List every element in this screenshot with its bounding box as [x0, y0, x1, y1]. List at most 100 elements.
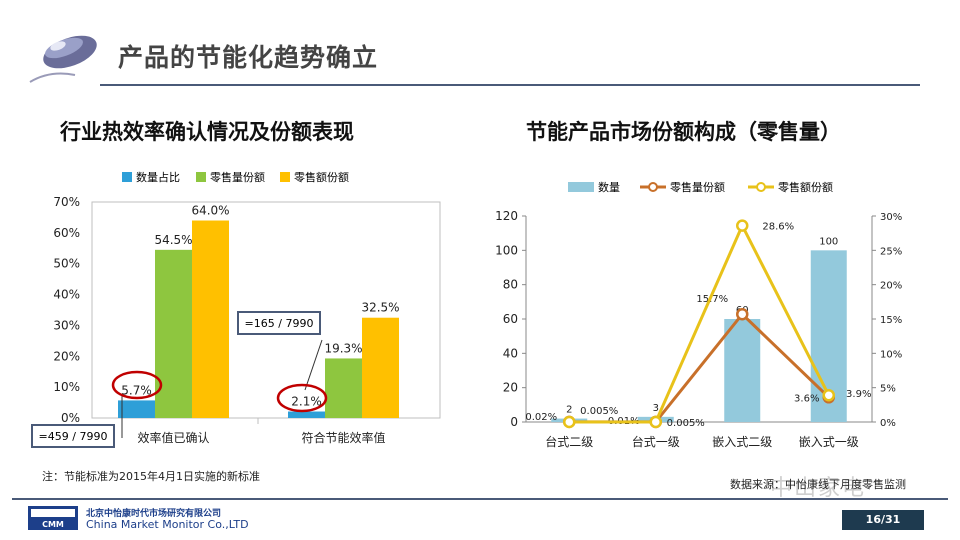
bar-value-label: 2 — [566, 405, 572, 416]
bar-value-label: 54.5% — [154, 233, 192, 247]
line-value-label: 15.7% — [696, 294, 728, 305]
bar-value-label: 64.0% — [191, 204, 229, 218]
y-right-tick-label: 10% — [880, 349, 902, 360]
y-left-tick-label: 20 — [503, 381, 518, 395]
line-marker — [822, 388, 835, 402]
mouse-logo-icon — [20, 20, 100, 94]
category-label: 台式一级 — [632, 434, 680, 449]
category-label: 台式二级 — [545, 434, 593, 449]
right-x-axis: 台式二级 台式一级 嵌入式二级 嵌入式一级 — [545, 434, 859, 449]
y-right-tick-label: 0% — [880, 418, 896, 429]
callout-text: =459 / 7990 — [39, 430, 108, 443]
highlight-circle — [276, 383, 328, 413]
legend-label: 零售额份额 — [294, 170, 349, 184]
callout-box — [237, 311, 321, 335]
legend-swatch-value-share — [280, 172, 290, 182]
watermark: 中山家电 — [770, 476, 867, 501]
y-tick-label: 40% — [53, 288, 80, 302]
bar-value-label: 2.1% — [291, 395, 322, 409]
bar-value-label: 100 — [819, 236, 838, 247]
company-name-cn: 北京中怡康时代市场研究有限公司 — [86, 509, 222, 519]
legend-swatch-volume-share — [196, 172, 206, 182]
line-marker — [736, 219, 749, 232]
bar — [362, 317, 399, 418]
legend-label: 零售额份额 — [778, 180, 833, 194]
left-legend: 数量占比 零售量份额 零售额份额 — [122, 170, 349, 184]
legend-swatch-count-share — [122, 172, 132, 182]
y-right-tick-label: 30% — [880, 212, 902, 223]
y-left-tick-label: 60 — [503, 312, 518, 326]
footer-divider — [12, 498, 948, 500]
callout-qualified: =165 / 7990 — [237, 311, 328, 413]
legend-marker — [756, 182, 766, 192]
bar — [325, 358, 362, 418]
bar-value-label: 5.7% — [121, 383, 152, 397]
callout-confirmed: =459 / 7990 — [31, 370, 163, 448]
y-right-tick-label: 20% — [880, 281, 902, 292]
right-axes: 120 100 80 60 40 20 0 30% 25% 20% 15% 10% 5% 0% — [495, 209, 902, 429]
line-marker — [649, 415, 662, 429]
page-title: 产品的节能化趋势确立 — [118, 43, 379, 72]
right-legend: 数量 零售量份额 零售额份额 — [568, 180, 833, 194]
line-value-label: 3.6% — [794, 393, 819, 404]
svg-text:CMM: CMM — [42, 520, 64, 529]
category-label: 嵌入式一级 — [799, 435, 859, 449]
line-value-label: 0.02% — [525, 412, 557, 423]
y-right-tick-label: 5% — [880, 384, 896, 395]
bar — [288, 411, 325, 418]
right-combo-chart: 数量 零售量份额 零售额份额 12010080604020030%25%20%1… — [495, 180, 902, 449]
y-tick-label: 50% — [53, 257, 80, 271]
line-value-label: 3.9% — [846, 389, 871, 400]
left-chart-title: 行业热效率确认情况及份额表现 — [60, 120, 354, 144]
cmm-logo-icon: CMM — [28, 506, 78, 530]
right-lines: 0.02% 0.01%15.7%3.6%0.005%0.005%28.6%3.9% — [525, 219, 871, 429]
legend-swatch-count — [568, 182, 594, 192]
left-x-axis: 效率值已确认 符合节能效率值 — [137, 430, 385, 445]
company-name-en: China Market Monitor Co.,LTD — [86, 518, 249, 531]
y-tick-label: 10% — [53, 380, 80, 394]
y-left-tick-label: 120 — [495, 209, 518, 223]
bar-value-label: 19.3% — [324, 341, 362, 355]
bar — [724, 319, 761, 422]
y-left-tick-label: 100 — [495, 243, 518, 257]
y-tick-label: 20% — [53, 349, 80, 363]
plot-area — [91, 201, 441, 419]
series-line — [569, 222, 831, 424]
bar — [118, 400, 155, 418]
left-bar-chart: 数量占比 零售量份额 零售额份额 70% 60% 50% 40% 30% 20% 10% 0%… — [31, 170, 441, 448]
y-left-tick-label: 40 — [503, 346, 518, 360]
header-divider — [100, 84, 920, 86]
legend-label: 数量占比 — [136, 170, 180, 184]
category-label: 效率值已确认 — [137, 430, 209, 445]
legend-label: 零售量份额 — [670, 180, 725, 194]
legend-label: 数量 — [598, 181, 620, 194]
y-right-tick-label: 25% — [880, 246, 902, 257]
legend-marker — [648, 182, 658, 192]
page-number: 16/31 — [842, 510, 924, 530]
category-label: 嵌入式二级 — [712, 435, 772, 449]
bar — [155, 249, 192, 418]
left-y-axis: 70% 60% 50% 40% 30% 20% 10% 0% — [53, 195, 441, 425]
y-left-tick-label: 0 — [510, 415, 518, 429]
left-bars: 5.7% 54.5% 64.0% 2.1% 19.3% 32.5% — [118, 204, 400, 418]
line-marker — [736, 307, 749, 321]
footnote: 注：节能标准为2015年4月1日实施的新标准 — [42, 470, 260, 483]
y-left-tick-label: 80 — [503, 278, 518, 292]
legend-label: 零售量份额 — [210, 170, 265, 184]
y-tick-label: 70% — [53, 195, 80, 209]
line-value-label: 0.005% — [580, 406, 618, 417]
callout-box — [31, 424, 115, 448]
line-value-label: 28.6% — [762, 222, 794, 233]
y-tick-label: 30% — [53, 318, 80, 332]
bar-value-label: 32.5% — [361, 301, 399, 315]
callout-text: =165 / 7990 — [245, 317, 314, 330]
highlight-circle — [111, 370, 163, 400]
y-tick-label: 0% — [61, 411, 80, 425]
line-marker — [563, 415, 576, 429]
right-chart-title: 节能产品市场份额构成（零售量） — [526, 120, 841, 144]
category-label: 符合节能效率值 — [301, 430, 385, 445]
y-tick-label: 60% — [53, 226, 80, 240]
bar — [192, 220, 229, 418]
y-right-tick-label: 15% — [880, 315, 902, 326]
bar-value-label: 3 — [653, 403, 659, 414]
